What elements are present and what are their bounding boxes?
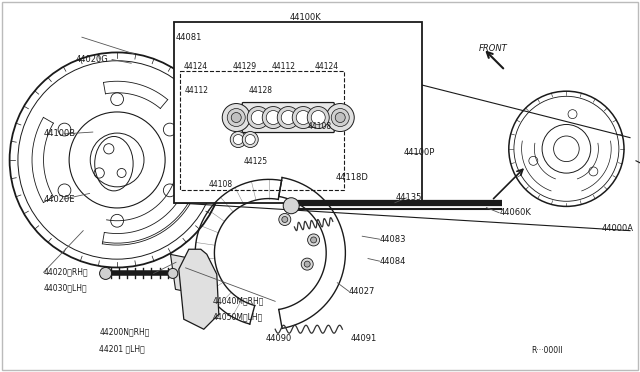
Circle shape	[100, 267, 111, 279]
Text: 44027: 44027	[349, 287, 375, 296]
Text: 44081: 44081	[175, 33, 202, 42]
Text: 44112: 44112	[271, 62, 296, 71]
Text: 44040M〈RH〉: 44040M〈RH〉	[212, 297, 264, 306]
Circle shape	[243, 132, 259, 148]
Text: 44125: 44125	[244, 157, 268, 166]
Circle shape	[279, 214, 291, 225]
Circle shape	[308, 234, 319, 246]
Text: 44129: 44129	[232, 62, 257, 71]
Circle shape	[247, 106, 269, 129]
Text: 44135: 44135	[396, 193, 422, 202]
Text: 44091: 44091	[351, 334, 377, 343]
Circle shape	[307, 106, 329, 129]
Circle shape	[227, 109, 245, 126]
Text: 44108: 44108	[308, 122, 332, 131]
Text: 44060K: 44060K	[499, 208, 531, 217]
Text: 44201 〈LH〉: 44201 〈LH〉	[99, 344, 145, 353]
Text: 44000A: 44000A	[602, 224, 634, 233]
Circle shape	[301, 258, 313, 270]
Circle shape	[168, 269, 178, 278]
Circle shape	[262, 106, 284, 129]
Circle shape	[326, 103, 355, 132]
Text: 44020E: 44020E	[44, 195, 75, 203]
Circle shape	[231, 112, 241, 122]
Polygon shape	[179, 249, 219, 329]
Circle shape	[332, 109, 349, 126]
Circle shape	[222, 103, 250, 132]
Circle shape	[266, 110, 280, 125]
Text: 44020G: 44020G	[76, 55, 109, 64]
Circle shape	[311, 110, 325, 125]
Circle shape	[233, 135, 243, 145]
Text: 44083: 44083	[380, 235, 406, 244]
Text: 44100K: 44100K	[290, 13, 322, 22]
Circle shape	[281, 110, 295, 125]
Text: 44084: 44084	[380, 257, 406, 266]
Text: 44118D: 44118D	[336, 173, 369, 182]
Circle shape	[282, 217, 288, 222]
Text: 44050M〈LH〉: 44050M〈LH〉	[212, 313, 263, 322]
FancyBboxPatch shape	[174, 22, 422, 203]
Circle shape	[310, 237, 317, 243]
Text: 44200N〈RH〉: 44200N〈RH〉	[99, 328, 150, 337]
Text: R···000II: R···000II	[532, 346, 563, 355]
Text: FRONT: FRONT	[479, 44, 508, 53]
Circle shape	[230, 132, 246, 148]
Circle shape	[292, 106, 314, 129]
Circle shape	[277, 106, 300, 129]
Circle shape	[296, 110, 310, 125]
Text: 44030〈LH〉: 44030〈LH〉	[44, 284, 87, 293]
Text: 44108: 44108	[209, 180, 233, 189]
Circle shape	[252, 110, 265, 125]
Circle shape	[304, 261, 310, 267]
Circle shape	[245, 135, 255, 145]
Text: 44128: 44128	[249, 86, 273, 94]
Text: 44020〈RH〉: 44020〈RH〉	[44, 268, 88, 277]
Polygon shape	[170, 254, 200, 294]
FancyBboxPatch shape	[243, 103, 334, 132]
Circle shape	[283, 198, 300, 214]
Text: 44100B: 44100B	[44, 129, 76, 138]
Text: 44090: 44090	[266, 334, 292, 343]
Circle shape	[335, 112, 345, 122]
Text: 44100P: 44100P	[403, 148, 435, 157]
Text: 44124: 44124	[314, 62, 339, 71]
Text: 44112: 44112	[185, 86, 209, 94]
Text: 44124: 44124	[184, 62, 208, 71]
